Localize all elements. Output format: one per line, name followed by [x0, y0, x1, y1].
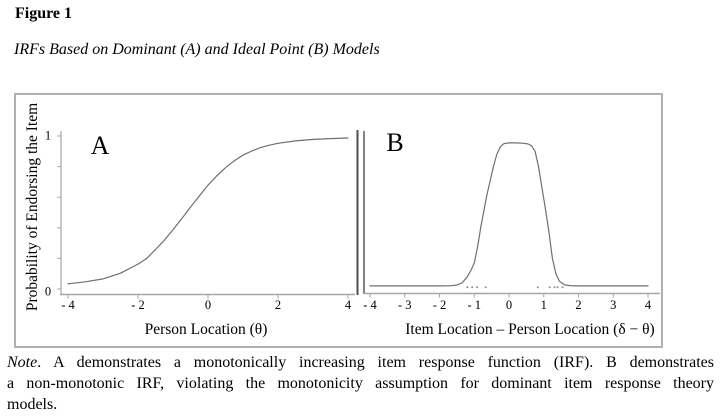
panel-b-scatter-dot: [466, 286, 469, 289]
note-line-3: models.: [7, 396, 58, 413]
panel-a-y-tick-label: 0: [44, 284, 52, 299]
panel-b-x-tick-label: 4: [644, 298, 652, 312]
panel-b-x-tick-label: - 1: [467, 298, 482, 312]
panel-b-x-tick-label: 2: [575, 298, 582, 312]
note-line-1-text: . A demonstrates a monotonically increas…: [37, 354, 714, 371]
panel-b-scatter-dot: [556, 286, 559, 289]
panel-a-curve: [67, 137, 349, 285]
panel-b-curve: [369, 142, 649, 287]
panel-a-x-tick-label: - 4: [61, 298, 75, 312]
note-line-1: Note. A demonstrates a monotonically inc…: [7, 352, 714, 373]
note-line-2: a non-monotonic IRF, violating the monot…: [7, 375, 714, 392]
figure-note: Note. A demonstrates a monotonically inc…: [7, 352, 714, 415]
panel-b-scatter-dot: [548, 286, 551, 289]
panel-a-x-tick-label: - 2: [131, 298, 145, 312]
figure-title: IRFs Based on Dominant (A) and Ideal Poi…: [14, 41, 380, 58]
panel-b-scatter-dot: [553, 286, 556, 289]
panel-b-x-tick-label: 1: [540, 298, 547, 312]
panel-b-scatter-dot: [561, 286, 564, 289]
panel-b-x-tick-label: 0: [505, 298, 513, 312]
panel-a-x-axis-title: Person Location (θ): [144, 321, 268, 338]
panel-a-x-tick-label: 2: [274, 298, 282, 312]
panel-b-scatter-dot: [476, 286, 478, 289]
figure-label: Figure 1: [15, 5, 73, 22]
figure-box: Probability of Endorsing the Item A B Pe…: [14, 93, 663, 348]
panel-b-scatter-dot: [484, 286, 487, 289]
panel-a-x-tick-label: 4: [344, 298, 352, 312]
panel-b-x-axis-title: Item Location – Person Location (δ − θ): [405, 321, 655, 338]
panel-b-x-tick-label: - 3: [397, 298, 412, 312]
panel-b-x-tick-label: 3: [610, 298, 617, 312]
panel-a-y-tick-label: 1: [44, 128, 52, 143]
panel-b-label: B: [386, 128, 404, 157]
panel-b-x-tick-label: - 2: [432, 298, 447, 312]
panel-b-scatter-dot: [536, 286, 539, 289]
irf-chart-canvas: [57, 130, 660, 299]
panel-a-x-tick-label: 0: [204, 298, 212, 312]
panel-b-scatter-dot: [471, 286, 474, 289]
note-prefix: Note: [7, 354, 38, 371]
y-axis-label: Probability of Endorsing the Item: [24, 102, 41, 312]
panel-a-label: A: [90, 131, 110, 160]
panel-b-x-tick-label: - 4: [363, 298, 377, 312]
